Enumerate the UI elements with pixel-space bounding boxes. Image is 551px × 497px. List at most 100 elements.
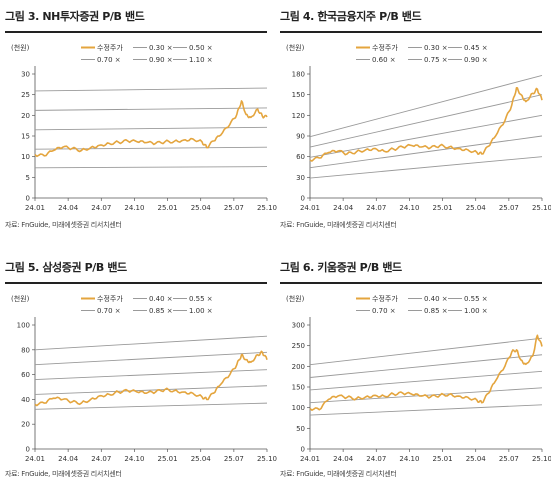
x-tick-label: 24.10 xyxy=(399,455,419,463)
x-tick-label: 24.10 xyxy=(124,204,144,212)
y-tick-label: 5 xyxy=(26,174,30,182)
x-tick-label: 24.07 xyxy=(366,204,386,212)
x-tick-label: 25.10 xyxy=(257,455,277,463)
pb-band-chart: (천원) 수정주가 0.30 × 0.50 × 0.70 × 0.90 × 1.10 × 0 5… xyxy=(11,43,277,212)
y-tick-label: 0 xyxy=(301,195,305,203)
chart-panel-kiwoom: 그림 6. 키움증권 P/B 밴드 (천원) 수정주가 0.40 × 0.55 × 0.… xyxy=(280,259,551,497)
legend-label: 0.60 × xyxy=(372,56,396,64)
legend-label: 0.70 × xyxy=(97,307,121,315)
y-axis-unit: (천원) xyxy=(11,43,30,52)
legend-label: 수정주가 xyxy=(97,43,123,52)
y-tick-label: 30 xyxy=(21,71,30,79)
x-tick-label: 24.01 xyxy=(300,204,320,212)
y-tick-label: 50 xyxy=(296,425,305,433)
y-tick-label: 20 xyxy=(21,421,30,429)
y-tick-label: 200 xyxy=(292,363,305,371)
chart-title: 그림 6. 키움증권 P/B 밴드 xyxy=(280,261,402,274)
x-tick-label: 24.04 xyxy=(58,455,79,463)
chart-panel-korea-investment: 그림 4. 한국금융지주 P/B 밴드 (천원) 수정주가 0.30 × 0.45 ×… xyxy=(280,8,551,246)
price-line xyxy=(309,334,543,411)
y-tick-label: 250 xyxy=(292,342,305,350)
x-tick-label: 24.04 xyxy=(333,204,354,212)
y-tick-label: 60 xyxy=(21,371,30,379)
legend-label: 1.00 × xyxy=(189,307,213,315)
band-line xyxy=(309,354,543,378)
y-tick-label: 25 xyxy=(21,91,30,99)
source-note: 자료: FnGuide, 미래에셋증권 리서치센터 xyxy=(5,470,122,478)
legend-label: 0.70 × xyxy=(97,56,121,64)
x-tick-label: 24.04 xyxy=(333,455,354,463)
x-tick-label: 25.01 xyxy=(433,204,453,212)
x-tick-label: 25.10 xyxy=(532,455,551,463)
x-tick-label: 25.07 xyxy=(499,204,519,212)
source-note: 자료: FnGuide, 미래에셋증권 리서치센터 xyxy=(280,221,397,229)
band-line xyxy=(34,351,268,366)
band-line xyxy=(34,385,268,395)
legend-label: 0.75 × xyxy=(424,56,448,64)
x-tick-label: 24.01 xyxy=(25,204,45,212)
band-line xyxy=(309,156,543,179)
y-tick-label: 20 xyxy=(21,112,30,120)
legend-label: 0.30 × xyxy=(424,44,448,52)
band-line xyxy=(309,114,543,158)
price-line xyxy=(34,350,268,407)
legend-label: 수정주가 xyxy=(372,43,398,52)
band-line xyxy=(309,370,543,391)
legend-label: 1.10 × xyxy=(189,56,213,64)
x-tick-label: 25.04 xyxy=(191,204,212,212)
band-line xyxy=(34,87,268,92)
legend-label: 0.30 × xyxy=(149,44,173,52)
x-tick-label: 24.07 xyxy=(366,455,386,463)
x-tick-label: 24.10 xyxy=(124,455,144,463)
chart-title: 그림 3. NH투자증권 P/B 밴드 xyxy=(5,10,145,23)
band-line xyxy=(309,135,543,169)
title-divider xyxy=(5,282,267,284)
y-tick-label: 80 xyxy=(21,346,30,354)
x-tick-label: 25.07 xyxy=(224,204,244,212)
band-line xyxy=(309,404,543,416)
legend-label: 0.70 × xyxy=(372,307,396,315)
pb-band-chart: (천원) 수정주가 0.40 × 0.55 ×0.70 × 0.85 × 1.00 ×02… xyxy=(11,294,277,463)
y-tick-label: 0 xyxy=(26,195,30,203)
y-tick-label: 0 xyxy=(26,446,30,454)
legend-label: 수정주가 xyxy=(372,294,398,303)
band-line xyxy=(34,335,268,351)
x-tick-label: 24.10 xyxy=(399,204,419,212)
x-tick-label: 25.01 xyxy=(158,204,178,212)
x-tick-label: 25.07 xyxy=(224,455,244,463)
source-note: 자료: FnGuide, 미래에셋증권 리서치센터 xyxy=(280,470,397,478)
title-divider xyxy=(280,31,542,33)
band-line xyxy=(34,402,268,410)
y-tick-label: 15 xyxy=(21,133,30,141)
chart-panel-nh: 그림 3. NH투자증권 P/B 밴드 (천원) 수정주가 0.30 × 0.50 ×… xyxy=(5,8,277,246)
legend-label: 0.55 × xyxy=(189,295,213,303)
y-axis-unit: (천원) xyxy=(286,43,305,52)
chart-title: 그림 4. 한국금융지주 P/B 밴드 xyxy=(280,10,422,23)
y-tick-label: 30 xyxy=(296,174,305,182)
y-tick-label: 150 xyxy=(292,384,305,392)
legend-label: 수정주가 xyxy=(97,294,123,303)
band-line xyxy=(309,74,543,138)
y-tick-label: 180 xyxy=(292,71,305,79)
y-tick-label: 40 xyxy=(21,396,30,404)
x-tick-label: 24.07 xyxy=(91,204,111,212)
band-line xyxy=(34,126,268,131)
x-tick-label: 25.04 xyxy=(466,204,487,212)
x-tick-label: 25.04 xyxy=(466,455,487,463)
x-tick-label: 25.01 xyxy=(158,455,178,463)
y-axis-unit: (천원) xyxy=(11,294,30,303)
x-tick-label: 25.07 xyxy=(499,455,519,463)
x-tick-label: 25.04 xyxy=(191,455,212,463)
legend-label: 1.00 × xyxy=(464,307,488,315)
price-line xyxy=(309,87,543,162)
chart-title: 그림 5. 삼성증권 P/B 밴드 xyxy=(5,261,127,274)
chart-panel-samsung: 그림 5. 삼성증권 P/B 밴드 (천원) 수정주가 0.40 × 0.55 × 0.… xyxy=(5,259,277,497)
title-divider xyxy=(280,282,542,284)
band-line xyxy=(34,146,268,150)
band-line xyxy=(34,369,268,381)
y-tick-label: 120 xyxy=(292,112,305,120)
x-tick-label: 24.04 xyxy=(58,204,79,212)
legend-label: 0.55 × xyxy=(464,295,488,303)
band-line xyxy=(34,166,268,169)
legend-label: 0.90 × xyxy=(464,56,488,64)
